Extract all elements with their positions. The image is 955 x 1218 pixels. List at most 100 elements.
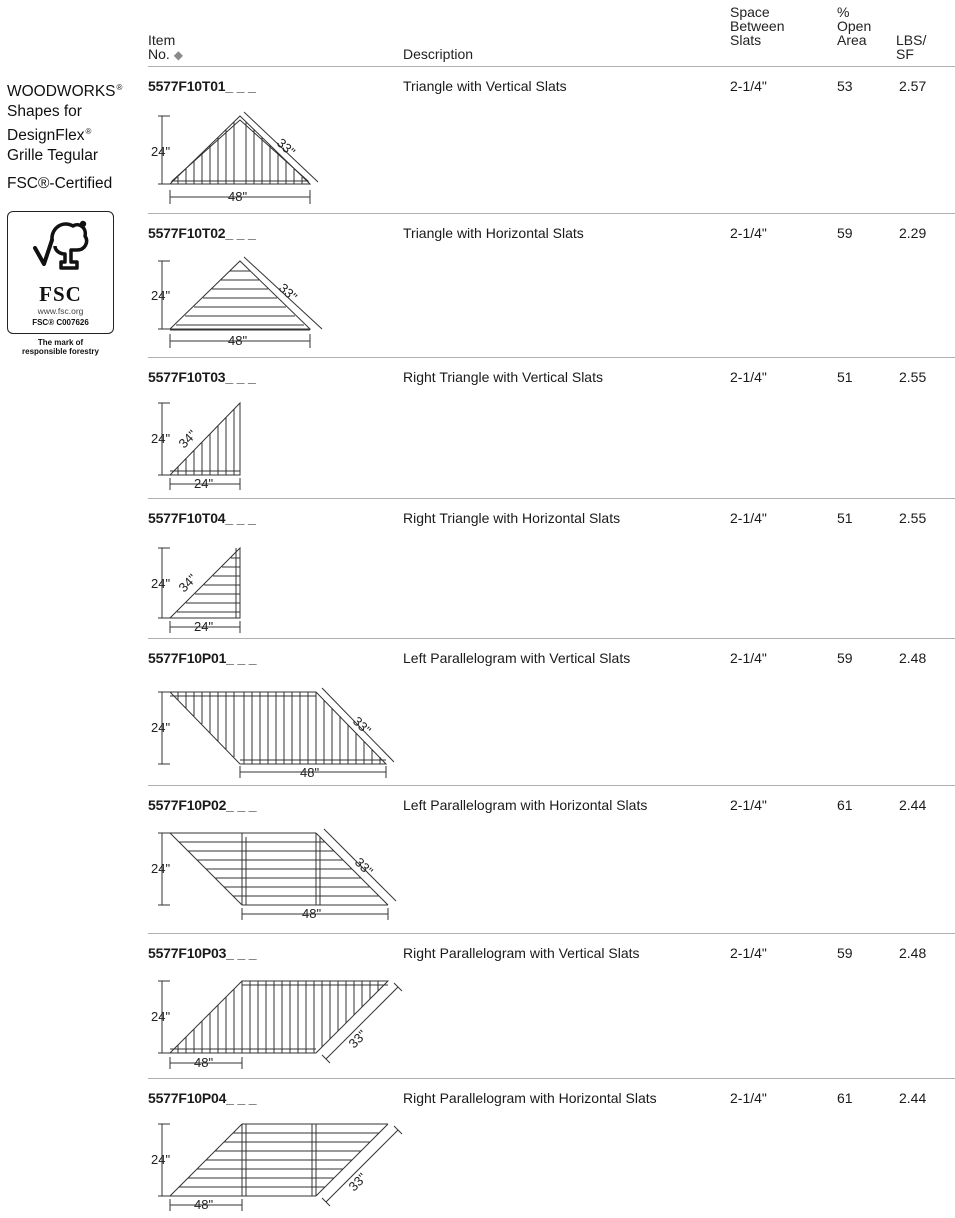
row-divider — [148, 213, 955, 214]
header-open-line-3: Area — [837, 32, 867, 48]
weight-lbs-sf: 2.44 — [899, 1090, 927, 1106]
item-description: Left Parallelogram with Vertical Slats — [403, 650, 631, 666]
header-item-no-line-2: No. ◆ — [148, 47, 183, 62]
row-divider — [148, 357, 955, 358]
fsc-tree-check-icon — [33, 220, 89, 270]
right-triangle-horizontal-slats-drawing: 24" 24" 34" — [151, 546, 241, 634]
title-line-designflex: DesignFlex® — [7, 122, 122, 146]
item-description: Right Parallelogram with Vertical Slats — [403, 945, 640, 961]
side-dimension: 33" — [352, 855, 376, 879]
space-between-slats: 2-1/4" — [730, 797, 767, 813]
header-open-line-1: % — [837, 4, 850, 20]
space-between-slats: 2-1/4" — [730, 510, 767, 526]
open-area: 51 — [837, 510, 853, 526]
table-row: 5577F10T01_ _ _ Triangle with Vertical S… — [148, 66, 955, 213]
width-dimension: 48" — [300, 765, 319, 780]
header-space-line-2: Between — [730, 18, 785, 34]
title-line-grille: Grille Tegular — [7, 147, 99, 164]
item-description: Right Parallelogram with Horizontal Slat… — [403, 1090, 657, 1106]
right-parallelogram-horizontal-slats-drawing: 24" 48" 33" — [151, 1123, 403, 1212]
right-parallelogram-vertical-slats-drawing: 24" 48" 33" — [151, 980, 403, 1070]
row-divider — [148, 638, 955, 639]
open-area: 59 — [837, 945, 853, 961]
width-dimension: 48" — [194, 1055, 213, 1070]
space-between-slats: 2-1/4" — [730, 369, 767, 385]
item-number: 5577F10P03_ _ _ — [148, 945, 257, 961]
left-parallelogram-horizontal-slats-drawing: 24" 48" 33" — [151, 828, 397, 921]
row-divider — [148, 1078, 955, 1079]
side-dimension: 33" — [276, 280, 300, 304]
right-triangle-vertical-slats-drawing: 24" 24" 34" — [151, 401, 241, 491]
fsc-tagline: The mark of responsible forestry — [0, 338, 121, 356]
width-dimension: 48" — [228, 333, 247, 348]
table-row: 5577F10T03_ _ _ Right Triangle with Vert… — [148, 357, 955, 498]
fsc-logo: FSC www.fsc.org FSC® C007626 — [7, 211, 114, 334]
height-dimension: 24" — [151, 288, 170, 303]
height-dimension: 24" — [151, 576, 170, 591]
title-designflex-text: DesignFlex — [7, 127, 85, 144]
width-dimension: 24" — [194, 476, 213, 491]
header-description-text: Description — [403, 46, 474, 62]
width-dimension: 48" — [302, 906, 321, 921]
header-item-no-line-1: Item — [148, 32, 176, 48]
product-family-title: WOODWORKS® Shapes for DesignFlex® Grille… — [7, 78, 122, 194]
open-area: 61 — [837, 1090, 853, 1106]
item-description: Left Parallelogram with Horizontal Slats — [403, 797, 648, 813]
side-dimension: 33" — [346, 1027, 370, 1051]
header-lbs-line-1: LBS/ — [896, 32, 927, 48]
row-divider — [148, 933, 955, 934]
title-line-shapes: Shapes for — [7, 103, 82, 120]
item-description: Triangle with Vertical Slats — [403, 78, 567, 94]
width-dimension: 48" — [194, 1197, 213, 1212]
height-dimension: 24" — [151, 144, 170, 159]
weight-lbs-sf: 2.55 — [899, 369, 927, 385]
open-area: 53 — [837, 78, 853, 94]
table-row: 5577F10T02_ _ _ Triangle with Horizontal… — [148, 213, 955, 357]
diamond-icon: ◆ — [173, 48, 183, 62]
fsc-tagline-line-2: responsible forestry — [22, 347, 99, 356]
header-item-no-text: No. — [148, 46, 170, 62]
fsc-certified-label: FSC®-Certified — [7, 175, 113, 192]
triangle-vertical-slats-drawing: 24" 48" 33" — [151, 111, 319, 204]
fsc-wordmark: FSC — [39, 282, 82, 306]
header-description: Description — [403, 47, 473, 61]
item-number: 5577F10T01_ _ _ — [148, 78, 256, 94]
weight-lbs-sf: 2.55 — [899, 510, 927, 526]
header-space-between-slats: Space Between Slats — [730, 5, 784, 47]
weight-lbs-sf: 2.48 — [899, 945, 927, 961]
table-row: 5577F10P03_ _ _ Right Parallelogram with… — [148, 933, 955, 1078]
item-number: 5577F10T03_ _ _ — [148, 369, 256, 385]
space-between-slats: 2-1/4" — [730, 945, 767, 961]
space-between-slats: 2-1/4" — [730, 1090, 767, 1106]
item-number: 5577F10P04_ _ _ — [148, 1090, 257, 1106]
fsc-url: www.fsc.org — [37, 306, 84, 316]
row-divider — [148, 498, 955, 499]
table-row: 5577F10P02_ _ _ Left Parallelogram with … — [148, 785, 955, 933]
item-number: 5577F10T04_ _ _ — [148, 510, 256, 526]
open-area: 51 — [837, 369, 853, 385]
open-area: 59 — [837, 225, 853, 241]
item-number: 5577F10T02_ _ _ — [148, 225, 256, 241]
fsc-tagline-line-1: The mark of — [37, 338, 84, 347]
header-open-area: % Open Area — [837, 5, 871, 47]
open-area: 61 — [837, 797, 853, 813]
table-row: 5577F10P01_ _ _ Left Parallelogram with … — [148, 638, 955, 785]
side-dimension: 33" — [350, 714, 374, 738]
triangle-horizontal-slats-drawing: 24" 48" 33" — [151, 256, 323, 348]
weight-lbs-sf: 2.44 — [899, 797, 927, 813]
item-description: Right Triangle with Vertical Slats — [403, 369, 603, 385]
weight-lbs-sf: 2.48 — [899, 650, 927, 666]
title-line-woodworks: WOODWORKS® — [7, 78, 122, 102]
header-item-no: Item No. ◆ — [148, 33, 183, 62]
width-dimension: 24" — [194, 619, 213, 634]
row-divider — [148, 785, 955, 786]
space-between-slats: 2-1/4" — [730, 225, 767, 241]
weight-lbs-sf: 2.29 — [899, 225, 927, 241]
row-divider — [148, 66, 955, 67]
height-dimension: 24" — [151, 720, 170, 735]
height-dimension: 24" — [151, 861, 170, 876]
item-number: 5577F10P01_ _ _ — [148, 650, 257, 666]
fsc-license-code: FSC® C007626 — [32, 318, 89, 327]
height-dimension: 24" — [151, 1009, 170, 1024]
side-dimension: 33" — [346, 1170, 370, 1194]
